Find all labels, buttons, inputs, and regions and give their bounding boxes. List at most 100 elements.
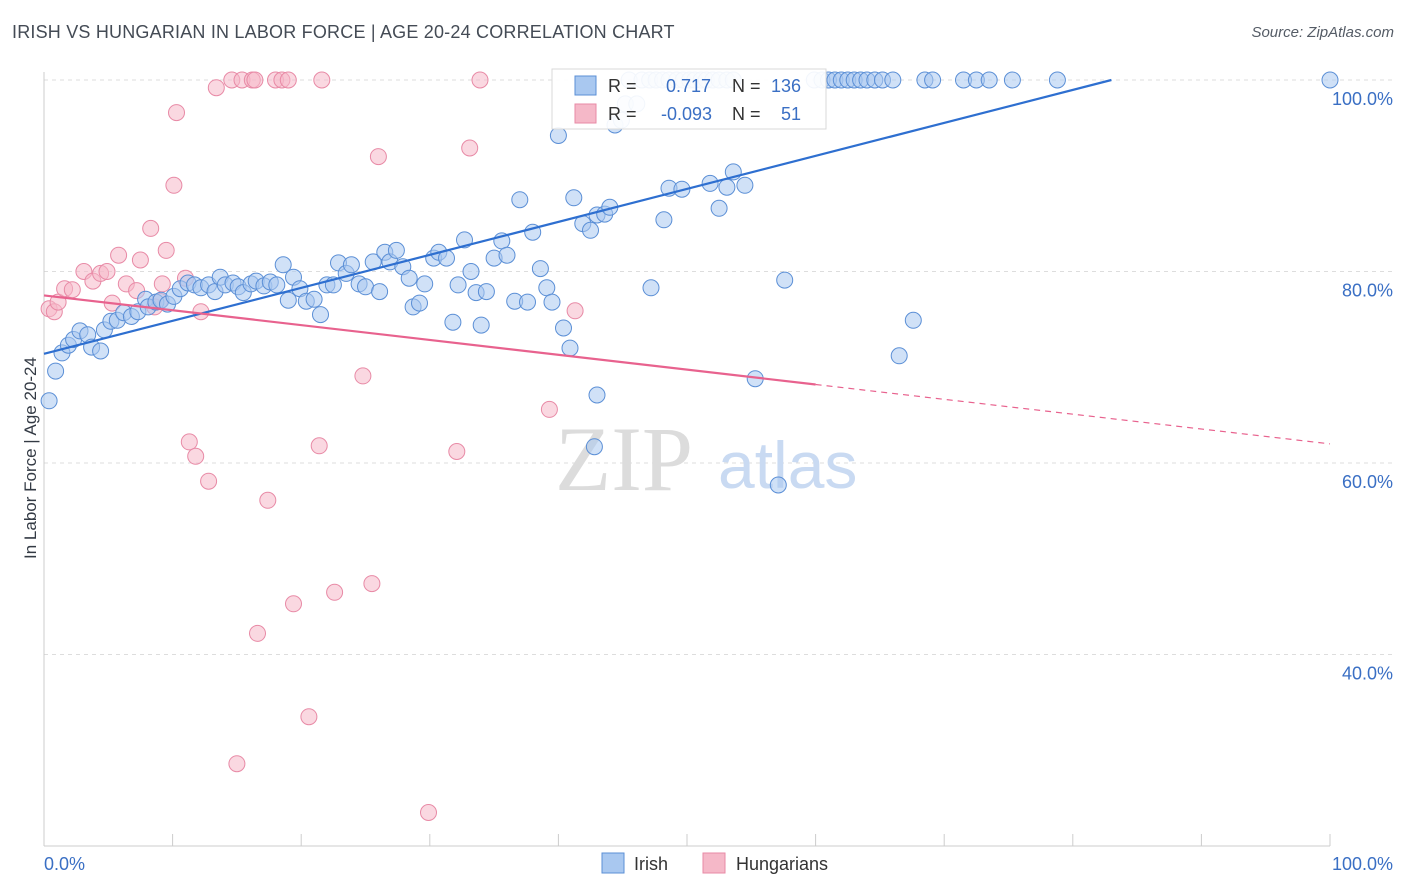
y-tick-label-3: 40.0% [1342, 664, 1393, 684]
irish-point-120 [736, 176, 754, 194]
y-tick-labels: 100.0% 80.0% 60.0% 40.0% [1332, 89, 1393, 684]
irish-point-142 [980, 71, 998, 89]
irish-point-79 [538, 279, 556, 297]
irish-trend-line [43, 78, 1112, 355]
hungarians-point-8 [98, 263, 116, 280]
irish-point-1 [47, 362, 65, 380]
irish-point-144 [1048, 71, 1066, 89]
legend-hungarians-swatch [702, 852, 726, 874]
irish-point-36 [268, 276, 286, 294]
irish-n-label: N = [732, 76, 761, 96]
hungarians-point-13 [131, 251, 149, 269]
hungarians-r-label: R = [608, 104, 637, 124]
legend-irish-swatch [601, 852, 625, 874]
hungarians-point-38 [300, 708, 318, 726]
watermark-atlas: atlas [718, 428, 857, 502]
irish-point-50 [357, 278, 374, 296]
hungarians-point-44 [369, 148, 387, 166]
irish-point-117 [710, 199, 728, 217]
x-tick-labels: 0.0% 100.0% [44, 854, 1393, 874]
watermark-zip: ZIP [555, 408, 693, 510]
hungarians-point-41 [326, 583, 344, 601]
irish-point-135 [884, 71, 902, 89]
irish-r-label: R = [608, 76, 637, 96]
hungarians-point-39 [310, 437, 328, 455]
irish-point-112 [642, 279, 660, 297]
irish-point-76 [519, 293, 536, 311]
y-tick-label-1: 80.0% [1342, 281, 1393, 301]
irish-point-83 [561, 339, 579, 357]
irish-point-122 [769, 476, 787, 494]
irish-point-64 [444, 313, 462, 331]
irish-point-60 [416, 275, 434, 293]
hungarians-r-value: -0.093 [661, 104, 712, 124]
irish-point-0 [40, 392, 58, 410]
hungarians-point-22 [180, 433, 198, 451]
hungarians-point-19 [165, 176, 183, 194]
irish-n-value: 136 [771, 76, 801, 96]
irish-point-82 [555, 319, 572, 337]
irish-point-43 [312, 306, 329, 324]
irish-point-143 [1003, 71, 1021, 89]
y-axis-label: In Labor Force | Age 20-24 [21, 357, 40, 559]
hungarians-point-28 [228, 755, 246, 773]
chart-title: IRISH VS HUNGARIAN IN LABOR FORCE | AGE … [12, 22, 675, 42]
hungarians-point-25 [200, 472, 218, 490]
hungarians-series [40, 71, 584, 821]
irish-stats-swatch [574, 75, 597, 96]
hungarians-trend-extension [815, 383, 1331, 445]
hungarians-point-49 [540, 400, 558, 418]
hungarians-point-26 [207, 79, 225, 97]
stats-box: R = 0.717 N = 136 R = -0.093 N = 51 [551, 68, 827, 130]
irish-point-145 [1321, 71, 1339, 89]
hungarians-point-36 [279, 71, 297, 89]
hungarians-point-20 [168, 104, 185, 122]
trend-lines [43, 78, 1331, 445]
x-tick-label-1: 100.0% [1332, 854, 1393, 874]
hungarians-point-23 [187, 447, 205, 465]
irish-point-52 [371, 283, 389, 301]
irish-point-55 [387, 241, 405, 259]
watermark: ZIP atlas [555, 408, 857, 510]
irish-point-67 [462, 263, 480, 280]
y-tick-label-0: 100.0% [1332, 89, 1393, 109]
x-tick-label-0: 0.0% [44, 854, 85, 874]
irish-point-111 [585, 438, 603, 456]
hungarians-point-50 [566, 302, 584, 320]
irish-point-48 [342, 256, 360, 274]
irish-point-73 [498, 246, 516, 264]
stats-box-frame [551, 68, 827, 130]
legend-irish-label: Irish [634, 854, 668, 874]
hungarians-point-32 [249, 624, 266, 642]
irish-point-70 [477, 283, 495, 301]
gridlines [44, 79, 1393, 655]
irish-point-84 [565, 189, 583, 207]
source-attribution: Source: ZipAtlas.com [1251, 24, 1394, 41]
irish-point-110 [588, 386, 606, 404]
hungarians-n-label: N = [732, 104, 761, 124]
y-tick-label-2: 60.0% [1342, 472, 1393, 492]
irish-point-113 [655, 211, 673, 229]
irish-point-75 [511, 191, 529, 209]
hungarians-point-14 [142, 219, 160, 237]
irish-r-value: 0.717 [666, 76, 711, 96]
irish-point-118 [718, 178, 736, 196]
legend-hungarians-label: Hungarians [736, 854, 828, 874]
irish-point-42 [305, 290, 323, 308]
irish-point-59 [411, 294, 428, 312]
irish-point-69 [472, 316, 490, 334]
hungarians-point-45 [420, 804, 437, 821]
irish-point-136 [890, 347, 908, 365]
hungarians-point-18 [157, 241, 175, 259]
irish-series [40, 71, 1339, 494]
hungarians-point-33 [259, 491, 277, 509]
irish-point-37 [274, 256, 292, 274]
hungarians-point-17 [153, 275, 171, 293]
legend: Irish Hungarians [601, 852, 828, 874]
hungarians-point-4 [63, 281, 81, 299]
hungarians-point-46 [448, 443, 466, 460]
irish-point-78 [531, 260, 549, 278]
irish-point-139 [924, 71, 942, 89]
hungarians-trend-line [43, 294, 816, 386]
